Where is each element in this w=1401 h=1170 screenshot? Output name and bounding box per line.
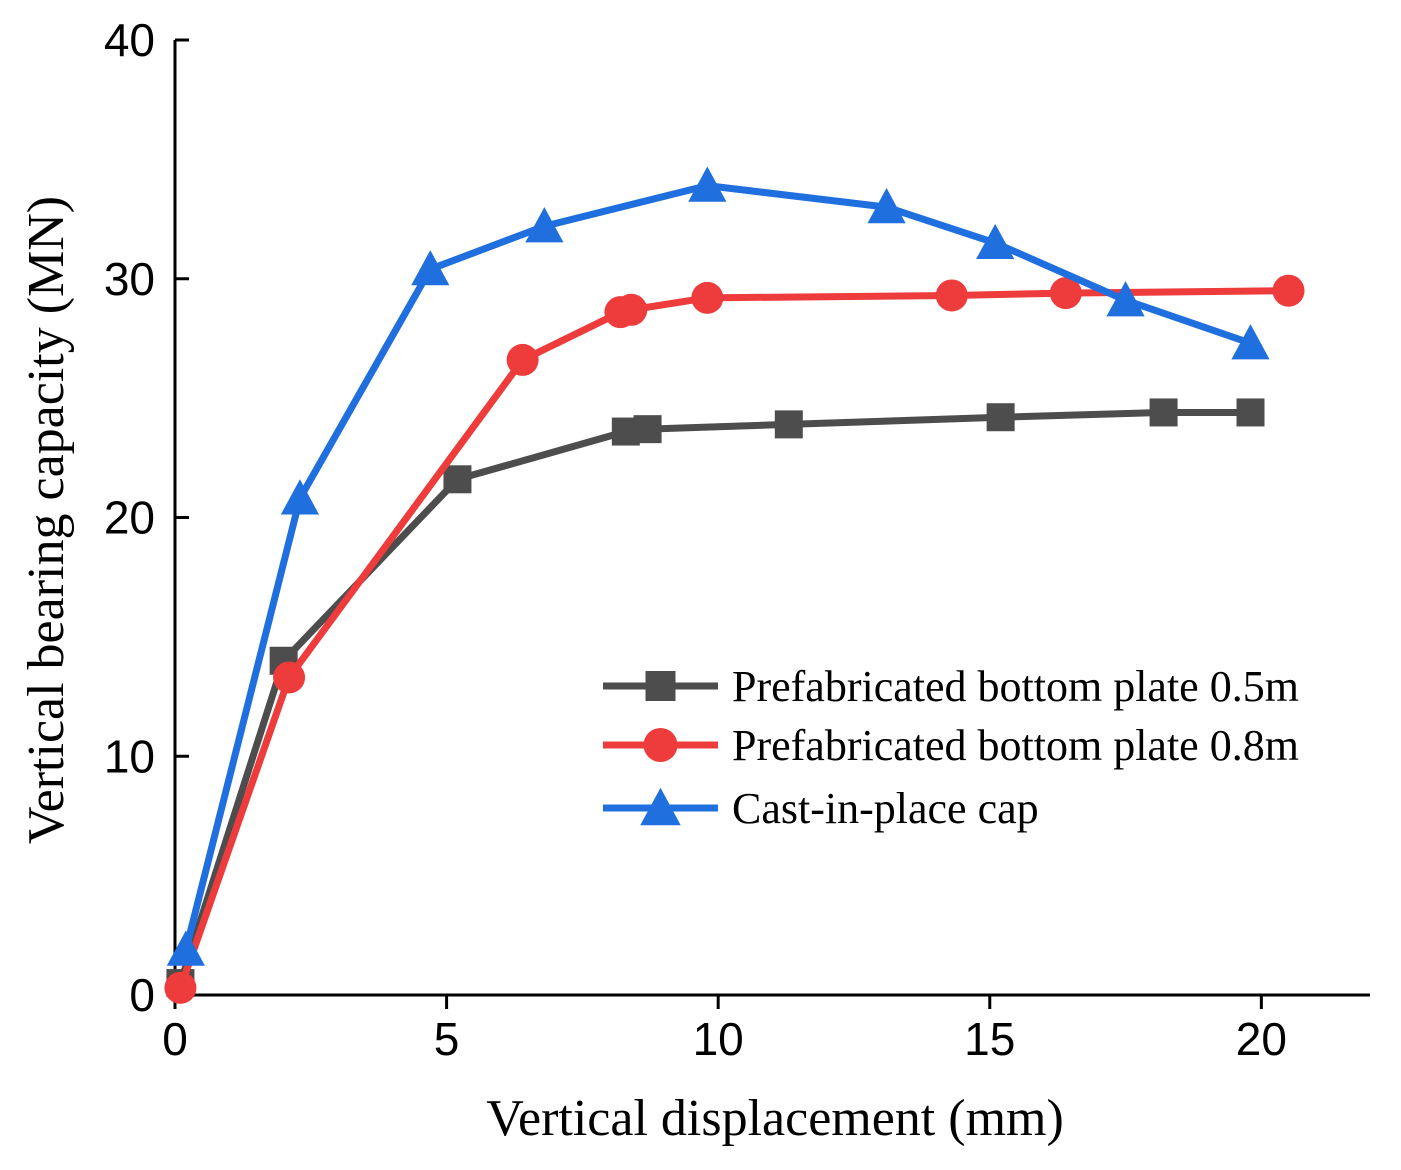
data-point <box>867 188 906 224</box>
series-layer <box>164 166 1305 1004</box>
x-axis-title: Vertical displacement (mm) <box>486 1090 1064 1147</box>
series-line <box>177 287 1289 989</box>
x-tick-label: 0 <box>162 1013 188 1065</box>
data-point <box>976 223 1015 260</box>
x-tick-label: 20 <box>1236 1013 1287 1065</box>
legend: Prefabricated bottom plate 0.5m Prefabric… <box>603 662 1299 833</box>
x-tick-label: 15 <box>964 1013 1015 1065</box>
y-tick-label: 20 <box>104 492 155 544</box>
series-triangle <box>166 166 1270 966</box>
legend-label: Cast-in-place cap <box>732 784 1039 833</box>
data-point <box>411 250 450 286</box>
data-point <box>691 281 724 314</box>
x-tick-label: 10 <box>693 1013 744 1065</box>
legend-label: Prefabricated bottom plate 0.8m <box>732 721 1299 770</box>
y-axis-title: Vertical bearing capacity (MN) <box>18 196 75 844</box>
data-point <box>1106 281 1145 317</box>
data-point <box>164 971 197 1004</box>
data-point <box>443 465 472 494</box>
y-tick-label: 30 <box>104 253 155 305</box>
legend-label: Prefabricated bottom plate 0.5m <box>732 662 1299 711</box>
y-tick-label: 0 <box>129 969 155 1021</box>
data-point <box>525 207 564 243</box>
data-point <box>615 293 648 326</box>
legend-marker <box>640 787 681 826</box>
data-point <box>633 415 662 444</box>
data-point <box>166 930 205 966</box>
data-point <box>273 661 306 694</box>
legend-marker <box>643 728 678 762</box>
data-point <box>1049 277 1082 310</box>
y-tick-label: 10 <box>104 730 155 782</box>
legend-item: Cast-in-place cap <box>603 784 1039 833</box>
data-point <box>1149 398 1178 427</box>
y-tick-label: 40 <box>104 14 155 66</box>
legend-item: Prefabricated bottom plate 0.8m <box>603 721 1299 770</box>
series-circle <box>164 274 1305 1004</box>
data-point <box>1272 274 1305 307</box>
axes: 0 5 10 15 20 0 10 20 30 40 <box>104 14 1370 1065</box>
data-point <box>280 479 320 515</box>
data-point <box>1236 398 1265 427</box>
data-point <box>774 410 803 439</box>
data-point <box>986 403 1015 432</box>
data-point <box>688 166 727 202</box>
data-point <box>1231 324 1270 360</box>
legend-item: Prefabricated bottom plate 0.5m <box>603 662 1299 711</box>
data-point <box>506 343 539 376</box>
x-tick-label: 5 <box>434 1013 460 1065</box>
legend-marker <box>645 671 676 701</box>
data-point <box>935 279 968 312</box>
